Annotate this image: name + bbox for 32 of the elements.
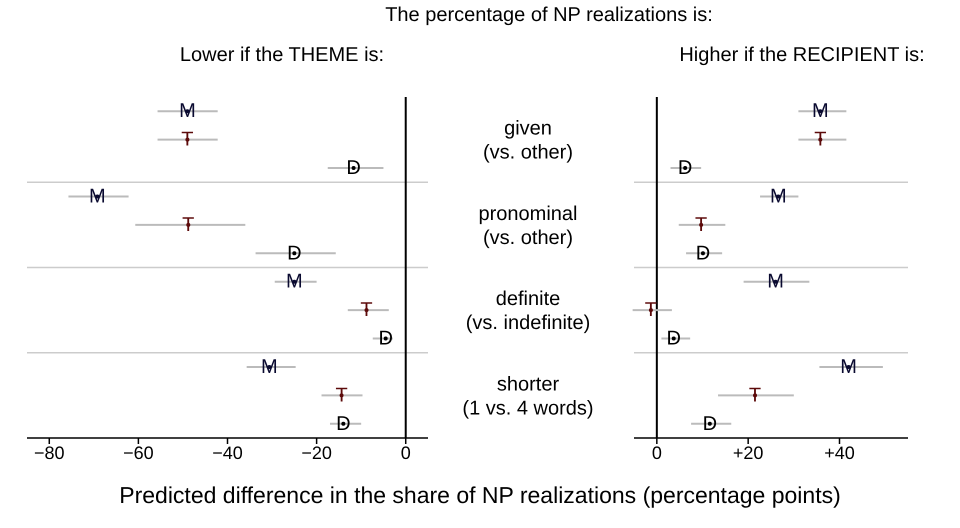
text: D: [287, 242, 302, 264]
series-label: M: [89, 185, 106, 208]
text: D: [702, 412, 718, 435]
chart-subtitle: Higher if the RECIPIENT is:: [678, 44, 926, 67]
x-tick-label: 0: [400, 442, 411, 463]
chart-subtitle: Lower if the THEME is:: [178, 44, 386, 67]
y-tick-label: shorter (1 vs. 4 words): [462, 373, 594, 420]
y-tick-label: pronominal (vs. other): [478, 202, 578, 249]
x-tick-label: 0: [652, 442, 662, 463]
text: D: [696, 242, 710, 264]
x-tick-label: −60: [123, 442, 154, 463]
series-label: D: [678, 157, 692, 180]
x-tick-label: +20: [732, 442, 764, 463]
text: M: [261, 356, 278, 378]
y-tick-label: given (vs. other): [482, 118, 574, 164]
text: M: [812, 100, 829, 122]
x-tick-label: −80: [34, 442, 65, 463]
y-tick-label: definite (vs. indefinite): [466, 288, 590, 334]
text: M: [286, 270, 303, 293]
text: D: [378, 328, 393, 350]
x-tick-label: −20: [301, 442, 332, 463]
x-axis-title: Predicted difference in the share of NP realizations (percentage points): [118, 482, 842, 509]
text: D: [666, 328, 681, 350]
text: M: [179, 100, 196, 122]
text: The percentage of NP realizations is:: [384, 4, 714, 27]
x-tick-label: +40: [824, 442, 855, 463]
series-label: M: [770, 185, 787, 208]
text: D: [336, 412, 351, 435]
text: M: [840, 356, 857, 378]
x-tick-label: −40: [212, 442, 243, 463]
text: M: [767, 270, 784, 293]
series-label: D: [346, 157, 361, 180]
